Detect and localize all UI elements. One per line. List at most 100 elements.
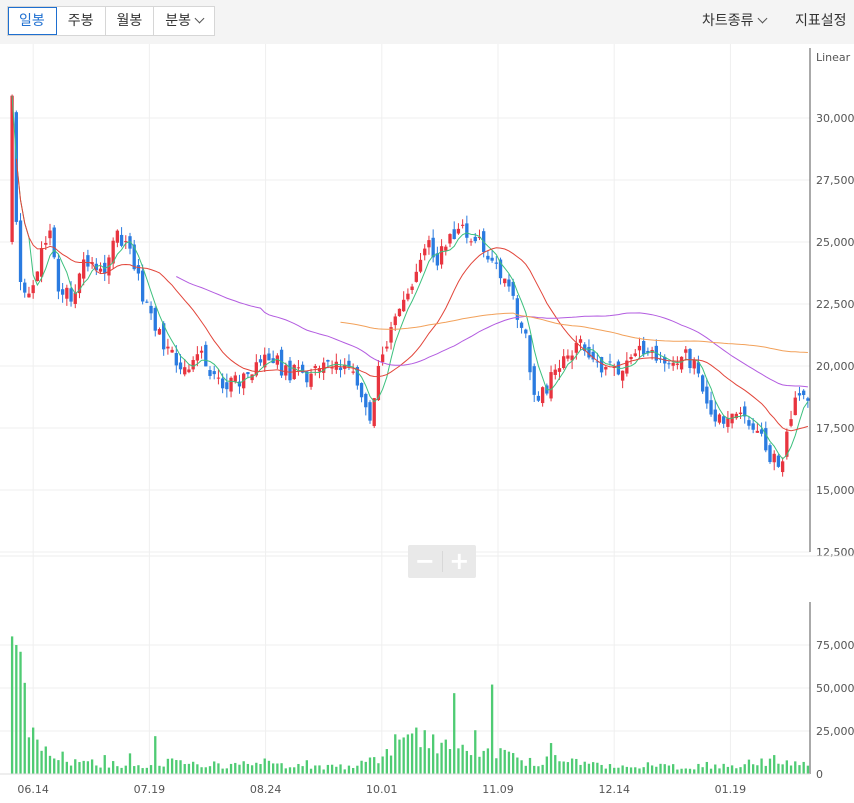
candle-body xyxy=(406,293,410,300)
candle-body xyxy=(204,344,208,367)
candle-body xyxy=(140,270,145,302)
candle-body xyxy=(612,366,616,369)
volume-bar xyxy=(613,767,616,774)
volume-bar xyxy=(545,756,548,774)
candle-body xyxy=(675,363,680,365)
axes: 12,500 15,000 17,500 20,000 22,500 25,000 27,5… xyxy=(0,48,854,796)
candle-body xyxy=(296,367,301,369)
candle-body xyxy=(540,387,545,404)
volume-bar xyxy=(436,753,439,774)
candle-body xyxy=(671,362,675,366)
tab-minute[interactable]: 분봉 xyxy=(154,7,214,35)
volume-bar xyxy=(32,727,35,774)
candle-body xyxy=(128,236,132,249)
volume-bar xyxy=(806,765,810,774)
candle-body xyxy=(595,361,600,363)
candle-body xyxy=(14,112,18,222)
candle-body xyxy=(578,339,583,343)
volume-bar xyxy=(99,767,102,774)
price-tick-label: 25,000 xyxy=(816,236,854,249)
chart-type-menu[interactable]: 차트종류 xyxy=(702,10,767,30)
candle-body xyxy=(187,369,191,373)
candle-body xyxy=(82,259,86,279)
candle-body xyxy=(300,364,305,373)
volume-bar xyxy=(360,760,363,774)
chevron-down-icon xyxy=(757,13,767,24)
tab-monthly[interactable]: 월봉 xyxy=(106,7,155,35)
volume-bar xyxy=(760,758,763,774)
indicator-settings-button[interactable]: 지표설정 xyxy=(795,10,847,30)
volume-bar xyxy=(389,755,393,774)
candle-body xyxy=(334,361,338,370)
volume-bar xyxy=(794,761,797,774)
price-tick-label: 27,500 xyxy=(816,174,854,187)
candle-body xyxy=(591,351,595,360)
volume-bar xyxy=(381,756,384,774)
candle-body xyxy=(679,356,684,370)
volume-bar xyxy=(225,768,228,774)
price-scale-label[interactable]: Linear xyxy=(816,51,851,64)
date-tick-label: 10.01 xyxy=(366,783,398,796)
volume-bar xyxy=(120,767,123,774)
candle-body xyxy=(347,360,351,367)
candle-body xyxy=(604,367,608,370)
candle-body xyxy=(764,428,768,451)
candle-body xyxy=(427,240,431,248)
candle-body xyxy=(477,236,482,238)
candle-body xyxy=(536,395,541,401)
moving-average-120-line xyxy=(340,312,808,353)
volume-bar xyxy=(667,765,671,774)
zoom-out-button[interactable]: − xyxy=(414,547,435,575)
candle-body xyxy=(456,228,461,234)
volume-bar xyxy=(192,761,195,774)
candle-body xyxy=(389,327,393,343)
candle-body xyxy=(574,342,578,353)
volume-bar xyxy=(714,764,717,774)
volume-bar xyxy=(419,747,422,774)
stock-chart[interactable]: 12,500 15,000 17,500 20,000 22,500 25,000 27,5… xyxy=(0,44,854,799)
volume-bar xyxy=(301,766,304,774)
candle-body xyxy=(562,356,566,368)
zoom-in-button[interactable]: + xyxy=(449,547,470,575)
zoom-divider xyxy=(441,551,443,572)
candle-body xyxy=(553,369,557,375)
volume-bar xyxy=(288,767,292,774)
volume-bar xyxy=(394,734,397,774)
volume-bar xyxy=(486,748,490,774)
candle-body xyxy=(785,431,789,457)
volume-bar xyxy=(90,759,94,774)
volume-bar xyxy=(566,762,570,774)
volume-bar xyxy=(124,765,127,774)
volume-bar xyxy=(158,765,161,774)
volume-bar xyxy=(680,768,683,774)
chart-type-label: 차트종류 xyxy=(702,13,754,29)
volume-bar xyxy=(293,767,296,774)
volume-bar xyxy=(705,761,708,774)
candle-body xyxy=(743,406,747,417)
volume-bar xyxy=(196,764,199,774)
volume-bar xyxy=(53,758,56,774)
volume-bar xyxy=(267,760,271,774)
volume-bar xyxy=(19,651,22,774)
chart-svg[interactable]: 12,500 15,000 17,500 20,000 22,500 25,000 27,5… xyxy=(0,44,854,799)
candle-body xyxy=(759,429,764,434)
volume-bar xyxy=(162,766,165,774)
candle-body xyxy=(364,393,368,408)
candle-body xyxy=(77,273,82,294)
tab-daily[interactable]: 일봉 xyxy=(8,7,57,35)
toolbar: 일봉 주봉 월봉 분봉 차트종류 지표설정 xyxy=(0,0,854,44)
chevron-down-icon xyxy=(194,13,205,24)
volume-bar xyxy=(528,757,532,774)
volume-bar xyxy=(179,760,182,774)
volume-bar xyxy=(600,764,603,774)
candle-body xyxy=(705,386,709,404)
volume-bar xyxy=(596,762,599,774)
volume-bar xyxy=(777,763,780,774)
tab-weekly[interactable]: 주봉 xyxy=(57,7,106,35)
candle-body xyxy=(519,322,524,328)
volume-bar xyxy=(297,763,300,774)
volume-bar xyxy=(330,764,334,774)
volume-bar xyxy=(676,769,679,774)
volume-bar xyxy=(406,734,410,774)
volume-bar xyxy=(583,761,586,774)
